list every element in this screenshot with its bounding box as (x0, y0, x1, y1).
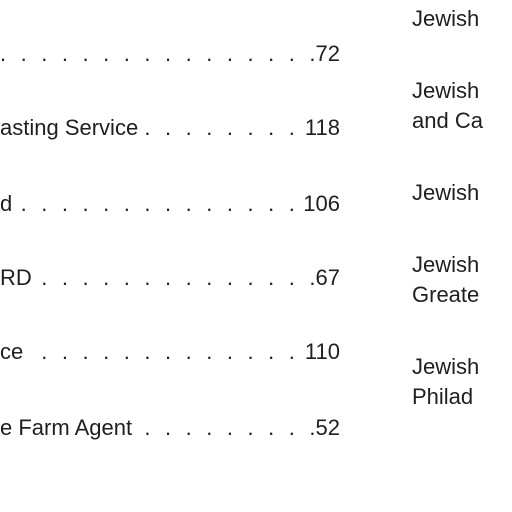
dot-leader: . . . . . . . . . . . . . . . . . . . . … (0, 339, 340, 364)
index-line: Jewish (412, 354, 480, 379)
entry-text: d (0, 189, 17, 219)
dot-leader: . . . . . . . . . . . . . . . . . . . . … (0, 41, 340, 66)
index-line: Philad (412, 384, 474, 409)
index-line: Jewish (412, 180, 480, 205)
entry-page-number: 52 (313, 413, 340, 443)
entry-page-number: 118 (302, 113, 340, 143)
entry-text: ce (0, 337, 26, 367)
entry-page-number: 72 (313, 39, 340, 69)
entry-text: asting Service (0, 113, 141, 143)
index-entry: . . . . . . . . . . . . . . . . . . . . … (0, 39, 340, 69)
index-entry: . . . . . . . . . . . . . . . . . . . . … (0, 189, 340, 219)
index-left-column: . . . . . . . . . . . . . . . . . . . . … (0, 39, 340, 443)
index-line: Greate (412, 282, 480, 307)
entry-page-number: 110 (302, 337, 340, 367)
entry-text: RD (0, 263, 36, 293)
entry-page-number: 106 (301, 189, 340, 219)
entry-page-number: 67 (313, 263, 340, 293)
index-entry: . . . . . . . . . . . . . . . . . . . . … (0, 263, 340, 293)
index-line: and Ca (412, 108, 483, 133)
index-right-column: Jewish Jewish and Ca Jewish Jewish Great… (412, 0, 512, 512)
dot-leader: . . . . . . . . . . . . . . . . . . . . … (0, 265, 340, 290)
index-entry: . . . . . . . . . . . . . . . . . . . . … (0, 413, 340, 443)
dot-leader: . . . . . . . . . . . . . . . . . . . . … (0, 191, 340, 216)
entry-text: e Farm Agent (0, 413, 135, 443)
index-entry: . . . . . . . . . . . . . . . . . . . . … (0, 337, 340, 367)
index-line: Jewish (412, 252, 480, 277)
index-entry: . . . . . . . . . . . . . . . . . . . . … (0, 113, 340, 143)
index-line: Jewish (412, 78, 480, 103)
index-line: Jewish (412, 6, 480, 31)
